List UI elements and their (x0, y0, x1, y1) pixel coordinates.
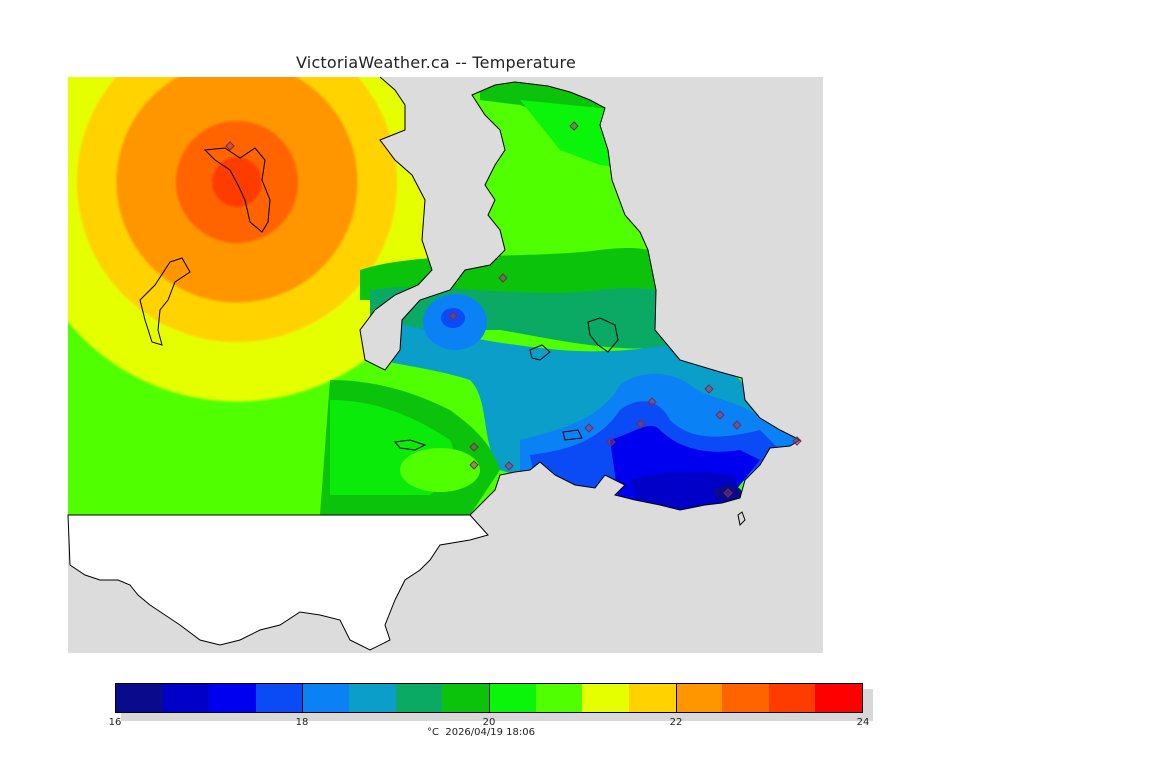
legend-swatch (349, 684, 396, 712)
station-diamond-icon (448, 311, 458, 321)
legend-swatch (255, 684, 303, 712)
legend-caption: °C 2026/04/19 18:06 (427, 727, 535, 738)
coastlines (139, 76, 802, 527)
legend-swatch (722, 684, 769, 712)
station-diamond-icon (647, 397, 657, 407)
legend-swatch (209, 684, 256, 712)
legend-swatch (489, 684, 536, 712)
legend-tick (676, 683, 677, 713)
station-diamond-icon (469, 442, 479, 452)
legend-swatch (302, 684, 350, 712)
station-diamond-icon (504, 461, 514, 471)
station-diamond-icon (606, 437, 616, 447)
temperature-field (68, 77, 800, 515)
station-diamond-icon (636, 419, 646, 429)
color-legend: 16 18 20 22 24 °C 2026/04/19 18:06 (109, 683, 875, 743)
legend-tick-label: 20 (482, 717, 496, 728)
legend-swatch (442, 684, 489, 712)
legend-swatch (535, 684, 583, 712)
station-diamond-icon (723, 488, 733, 498)
legend-swatch (395, 684, 443, 712)
legend-tick-label: 22 (669, 717, 683, 728)
map-title: VictoriaWeather.ca -- Temperature (296, 53, 576, 72)
legend-tick-label: 18 (295, 717, 309, 728)
legend-swatch (675, 684, 723, 712)
legend-swatch (815, 684, 862, 712)
station-diamond-icon (704, 384, 714, 394)
station-diamond-icon (569, 121, 579, 131)
legend-tick (489, 683, 490, 713)
station-diamond-icon (792, 436, 802, 446)
station-diamond-icon (715, 410, 725, 420)
legend-swatch (582, 684, 629, 712)
legend-swatch (628, 684, 676, 712)
temperature-map[interactable] (0, 0, 1152, 680)
station-diamond-icon (225, 141, 235, 151)
legend-color-bar (115, 683, 863, 713)
legend-tick (302, 683, 303, 713)
legend-swatch (116, 684, 163, 712)
legend-swatch (162, 684, 210, 712)
legend-tick-label: 16 (108, 717, 122, 728)
station-markers (225, 121, 802, 498)
unshaded-land (67, 514, 489, 651)
station-diamond-icon (732, 420, 742, 430)
station-diamond-icon (469, 460, 479, 470)
station-diamond-icon (584, 423, 594, 433)
station-diamond-icon (498, 273, 508, 283)
legend-swatch (768, 684, 816, 712)
legend-tick-label: 24 (856, 717, 870, 728)
